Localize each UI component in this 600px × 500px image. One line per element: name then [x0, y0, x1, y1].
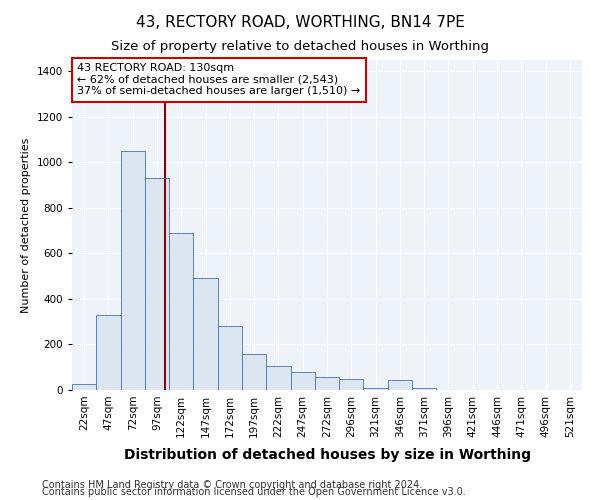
Bar [412, 388, 436, 390]
X-axis label: Distribution of detached houses by size in Worthing: Distribution of detached houses by size … [124, 448, 530, 462]
Text: Size of property relative to detached houses in Worthing: Size of property relative to detached ho… [111, 40, 489, 53]
Text: Contains public sector information licensed under the Open Government Licence v3: Contains public sector information licen… [42, 487, 466, 497]
Bar [169, 233, 193, 390]
Bar [121, 151, 145, 390]
Bar [193, 278, 218, 390]
Bar [290, 372, 315, 390]
Bar [266, 366, 290, 390]
Bar [218, 326, 242, 390]
Bar [388, 380, 412, 390]
Bar [96, 315, 121, 390]
Bar [72, 384, 96, 390]
Text: 43 RECTORY ROAD: 130sqm
← 62% of detached houses are smaller (2,543)
37% of semi: 43 RECTORY ROAD: 130sqm ← 62% of detache… [77, 64, 361, 96]
Bar [339, 378, 364, 390]
Bar [242, 354, 266, 390]
Y-axis label: Number of detached properties: Number of detached properties [21, 138, 31, 312]
Text: Contains HM Land Registry data © Crown copyright and database right 2024.: Contains HM Land Registry data © Crown c… [42, 480, 422, 490]
Bar [145, 178, 169, 390]
Bar [315, 378, 339, 390]
Bar [364, 388, 388, 390]
Text: 43, RECTORY ROAD, WORTHING, BN14 7PE: 43, RECTORY ROAD, WORTHING, BN14 7PE [136, 15, 464, 30]
